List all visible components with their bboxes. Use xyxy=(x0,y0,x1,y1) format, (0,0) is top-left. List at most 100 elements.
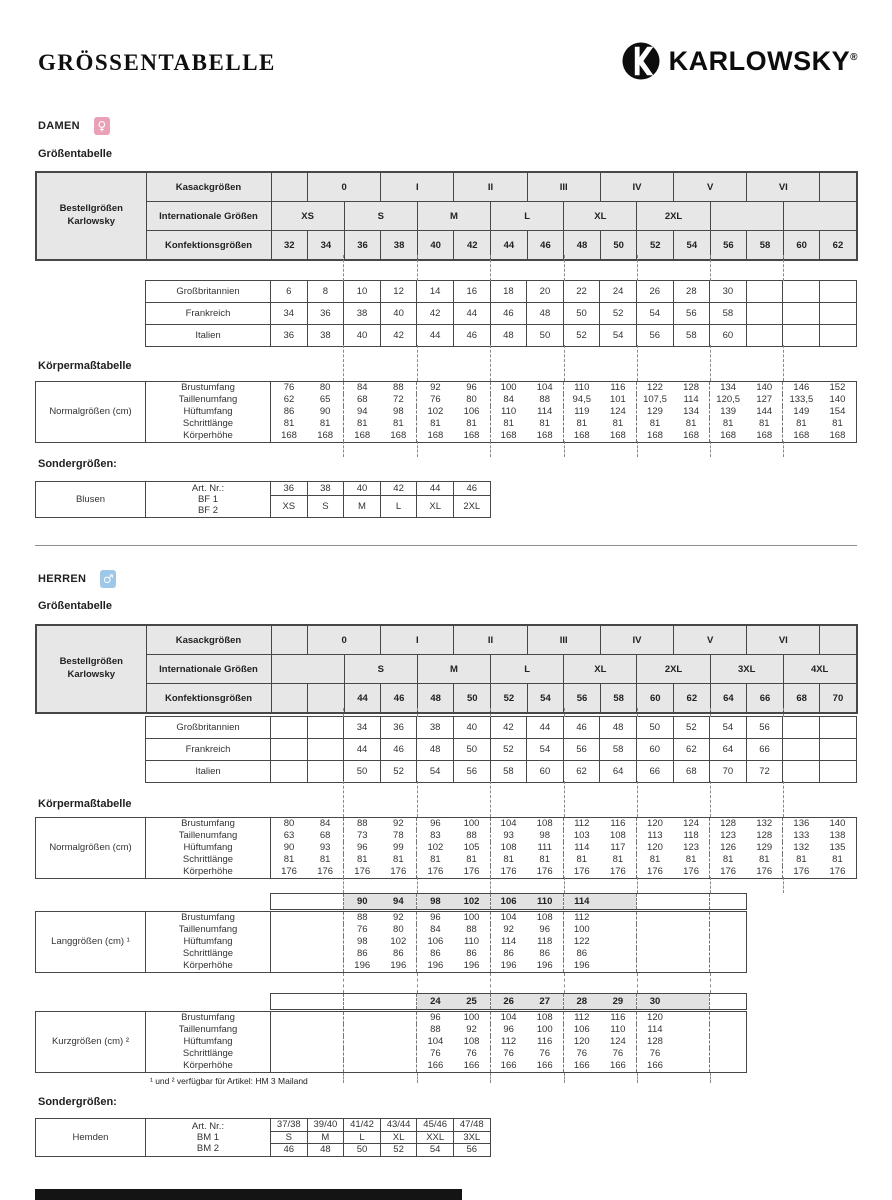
dashed-separator xyxy=(636,781,638,817)
cell: 41/42 xyxy=(343,1118,381,1132)
measure-label: Schrittlänge xyxy=(145,948,271,960)
table-row: Hüftumfang 98 102 106 110 114 118 122 xyxy=(36,936,747,948)
cell: 76 xyxy=(416,394,454,406)
cell: 124 xyxy=(683,818,699,829)
cell xyxy=(709,948,747,960)
cell: 76 xyxy=(612,1048,624,1059)
cell: 36 xyxy=(306,302,345,325)
cell xyxy=(782,302,820,325)
cell: 81 xyxy=(612,418,624,429)
kasack-row-label: Kasackgrößen xyxy=(145,171,272,202)
cell: 56 xyxy=(745,716,784,739)
cell: 140 xyxy=(756,382,773,393)
measure-label: Taillenumfang xyxy=(145,1024,271,1036)
cell: 52 xyxy=(490,683,528,714)
cell: 63 xyxy=(283,830,295,841)
cell: 106 xyxy=(463,406,480,417)
cell: 168 xyxy=(281,430,297,441)
herren-table-title: Größentabelle xyxy=(38,600,112,612)
kasack-row-label: Kasackgrößen xyxy=(145,624,272,655)
cell xyxy=(343,1036,417,1048)
cell: 76 xyxy=(489,1048,527,1060)
cell: 132 xyxy=(756,818,773,829)
cell: 46 xyxy=(452,481,491,496)
cell: 86 xyxy=(343,948,381,960)
cell: III xyxy=(526,624,601,655)
cell: 62 xyxy=(819,230,857,261)
cell: 105 xyxy=(463,842,480,853)
table-row: 24 25 26 27 28 29 30 xyxy=(271,993,747,1010)
measure-label: Taillenumfang xyxy=(145,830,271,842)
cell: 54 xyxy=(526,683,565,714)
cell: 108 xyxy=(489,842,527,854)
cell: 168 xyxy=(489,430,527,443)
cell: 50 xyxy=(599,230,638,261)
cell: 176 xyxy=(281,866,297,877)
table-row: Großbritannien 34 36 38 40 42 44 46 48 50 52 54 56 xyxy=(145,716,857,739)
cell: 58 xyxy=(599,738,637,761)
cell: 120,5 xyxy=(709,394,747,406)
cell: 78 xyxy=(393,830,404,841)
table-row: Taillenumfang 88 92 96 100 106 110 114 xyxy=(36,1024,747,1036)
cell: 81 xyxy=(393,854,404,865)
cell xyxy=(270,654,345,684)
cell: 56 xyxy=(452,1143,491,1157)
cell: 106 xyxy=(489,893,527,910)
cell: 136 xyxy=(782,817,820,830)
cell: 114 xyxy=(635,1024,674,1036)
cell: 68 xyxy=(782,683,821,714)
cell: 44 xyxy=(416,324,454,347)
art-line: BF 2 xyxy=(197,505,219,516)
cell: 46 xyxy=(452,324,491,347)
cell xyxy=(673,1048,710,1060)
cell: 64 xyxy=(599,760,637,783)
table-row: Langgrößen (cm) ¹ Brustumfang 88 92 96 100 1… xyxy=(35,911,747,973)
cell xyxy=(782,324,820,347)
table-row: Konfektionsgrößen 32 34 36 38 40 42 44 46 48 50 52… xyxy=(36,230,857,261)
cell: 123 xyxy=(709,830,747,842)
cell: 102 xyxy=(390,936,407,947)
cell: L xyxy=(379,495,418,518)
cell: 46 xyxy=(526,230,565,261)
cell: 196 xyxy=(416,960,454,973)
cell: 2XL xyxy=(452,495,491,518)
dashed-separator xyxy=(710,441,711,457)
cell: 108 xyxy=(609,830,626,841)
cell: 44 xyxy=(526,716,564,739)
measure-label: Brustumfang xyxy=(145,381,271,394)
cell: 44 xyxy=(416,481,454,496)
damen-special-table: Blusen Art. Nr.: BF 1 BF 2 36 38 40 42 44 46 … xyxy=(35,481,491,518)
cell: 139 xyxy=(709,406,747,418)
cell: 58 xyxy=(599,683,638,714)
cell: 81 xyxy=(539,418,550,429)
cell xyxy=(635,911,710,924)
registered-mark: ® xyxy=(850,51,858,63)
cell: 54 xyxy=(635,302,674,325)
cell: 92 xyxy=(416,381,454,394)
cell: 110 xyxy=(463,936,480,947)
cell: 176 xyxy=(709,866,747,879)
cell: 40 xyxy=(452,716,491,739)
cell xyxy=(673,1012,710,1025)
cell: 168 xyxy=(562,430,600,443)
cell: 176 xyxy=(536,866,553,877)
order-sizes-line1: Bestellgrößen xyxy=(59,656,123,668)
cell: 196 xyxy=(536,960,553,971)
cell: 124 xyxy=(609,1036,626,1047)
cell: 46 xyxy=(489,302,528,325)
cell: 25 xyxy=(453,993,491,1010)
measure-label: Brustumfang xyxy=(145,911,271,924)
cell: 37/38 xyxy=(270,1118,308,1132)
cell xyxy=(818,302,857,325)
female-icon: ♀ xyxy=(93,117,110,135)
cell: 132 xyxy=(782,842,820,854)
cell: 90 xyxy=(319,406,331,417)
cell: 52 xyxy=(489,738,528,761)
cell xyxy=(306,760,345,783)
cell xyxy=(271,912,344,925)
cell: 76 xyxy=(562,1048,600,1060)
cell xyxy=(307,683,345,714)
cell: 46 xyxy=(379,738,418,761)
cell: 48 xyxy=(416,738,454,761)
